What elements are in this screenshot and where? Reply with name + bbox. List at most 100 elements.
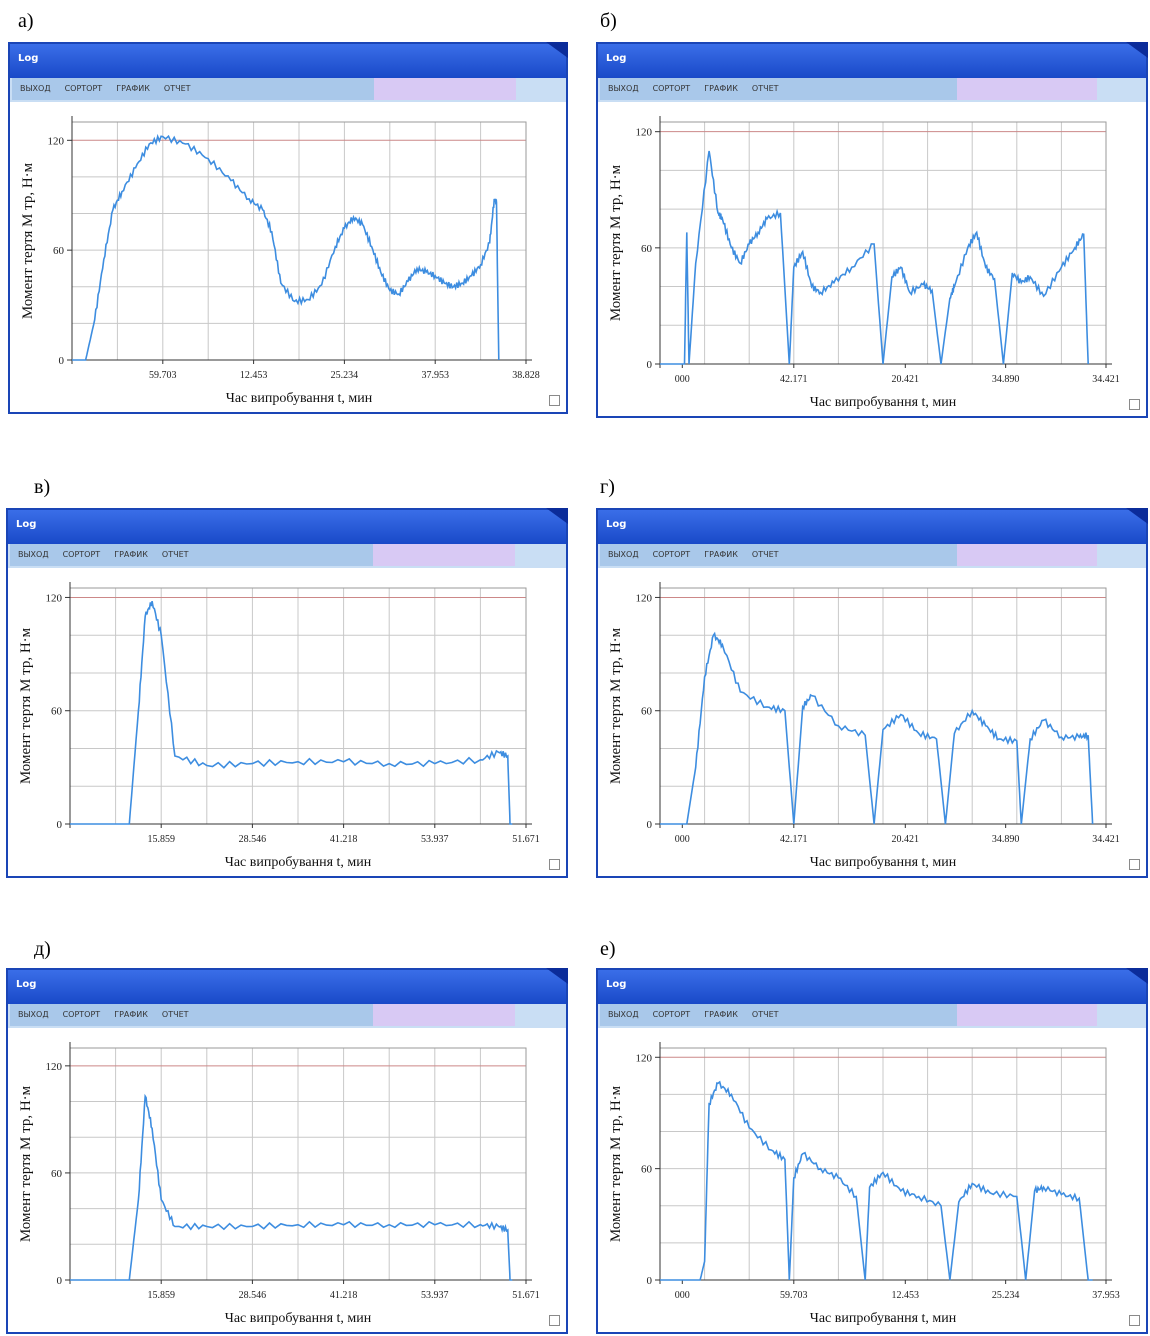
log-window: Log ВЫХОД СОРТОРТ ГРАФИК ОТЧЕТ 0 60 120 000 59.70…	[596, 968, 1148, 1334]
log-window: Log ВЫХОД СОРТОРТ ГРАФИК ОТЧЕТ 0 60 120 15.859 28…	[6, 508, 568, 878]
data-series-line	[70, 601, 513, 825]
menu-bar: ВЫХОД СОРТОРТ ГРАФИК ОТЧЕТ	[8, 1004, 566, 1028]
menu-item-2[interactable]: СОРТОРТ	[652, 550, 691, 559]
y-axis-label: Момент тертя M тр, Н·м	[608, 627, 624, 784]
menu-item-2[interactable]: СОРТОРТ	[62, 1010, 101, 1019]
y-tick-label: 120	[636, 1052, 653, 1064]
chart-svg: 0 60 120 000 42.171 20.421 34.890 34.421 Момент …	[608, 582, 1120, 870]
menu-item-3[interactable]: ГРАФИК	[116, 84, 150, 93]
data-series-line	[660, 150, 1089, 365]
menu-item-1[interactable]: ВЫХОД	[608, 1010, 639, 1019]
window-title: Log	[16, 519, 37, 530]
x-tick-label: 12.453	[892, 1290, 920, 1301]
resize-handle-icon[interactable]	[1129, 859, 1140, 870]
resize-handle-icon[interactable]	[549, 1315, 560, 1326]
window-titlebar[interactable]: Log	[598, 508, 1148, 544]
menu-bar-mid-panel	[373, 1004, 515, 1026]
log-window: Log ВЫХОД СОРТОРТ ГРАФИК ОТЧЕТ 0 60 120 000 42.17…	[596, 42, 1148, 418]
panel-label: г)	[600, 476, 615, 498]
x-tick-label: 42.171	[780, 834, 808, 845]
window-titlebar[interactable]: Log	[10, 42, 568, 78]
x-tick-label: 53.937	[421, 1290, 449, 1301]
menu-item-4[interactable]: ОТЧЕТ	[751, 1010, 779, 1019]
window-title: Log	[606, 979, 627, 990]
menu-item-3[interactable]: ГРАФИК	[114, 1010, 148, 1019]
menu-item-4[interactable]: ОТЧЕТ	[161, 1010, 189, 1019]
x-axis-label: Час випробування t, мин	[810, 395, 957, 410]
y-tick-label: 60	[53, 245, 65, 257]
menu-bar-left-panel	[600, 1004, 959, 1026]
menu-item-4[interactable]: ОТЧЕТ	[161, 550, 189, 559]
menu-bar: ВЫХОД СОРТОРТ ГРАФИК ОТЧЕТ	[8, 544, 566, 568]
x-tick-label: 28.546	[239, 834, 267, 845]
x-tick-label: 38.828	[512, 370, 540, 381]
x-tick-label: 15.859	[147, 1290, 175, 1301]
window-titlebar[interactable]: Log	[8, 968, 568, 1004]
x-tick-label: 51.671	[512, 834, 540, 845]
resize-handle-icon[interactable]	[549, 395, 560, 406]
x-axis-label: Час випробування t, мин	[225, 855, 372, 870]
x-tick-label: 20.421	[892, 834, 920, 845]
x-axis-label: Час випробування t, мин	[226, 391, 373, 406]
x-tick-label: 37.953	[421, 370, 449, 381]
menu-bar-left-panel	[12, 78, 376, 100]
x-tick-label: 34.890	[992, 374, 1020, 385]
x-axis-label: Час випробування t, мин	[810, 1311, 957, 1326]
menu-item-2[interactable]: СОРТОРТ	[64, 84, 103, 93]
resize-handle-icon[interactable]	[1129, 1315, 1140, 1326]
resize-handle-icon[interactable]	[549, 859, 560, 870]
x-tick-label: 34.890	[992, 834, 1020, 845]
menu-item-2[interactable]: СОРТОРТ	[652, 1010, 691, 1019]
menu-item-3[interactable]: ГРАФИК	[704, 84, 738, 93]
y-tick-label: 120	[46, 1061, 63, 1073]
x-tick-label: 59.703	[149, 370, 177, 381]
panel-label: в)	[34, 476, 51, 498]
menu-bar-mid-panel	[373, 544, 515, 566]
menu-item-4[interactable]: ОТЧЕТ	[163, 84, 191, 93]
data-series-line	[660, 1080, 1093, 1281]
menu-bar-mid-panel	[374, 78, 516, 100]
menu-item-1[interactable]: ВЫХОД	[18, 1010, 49, 1019]
title-corner-icon	[1126, 508, 1148, 524]
menu-item-3[interactable]: ГРАФИК	[114, 550, 148, 559]
window-titlebar[interactable]: Log	[8, 508, 568, 544]
y-tick-label: 120	[636, 127, 653, 139]
x-tick-label: 59.703	[780, 1290, 808, 1301]
menu-item-1[interactable]: ВЫХОД	[18, 550, 49, 559]
menu-item-1[interactable]: ВЫХОД	[608, 84, 639, 93]
log-window: Log ВЫХОД СОРТОРТ ГРАФИК ОТЧЕТ 0 60 120 59.703 12…	[8, 42, 568, 414]
y-tick-label: 60	[641, 706, 653, 718]
menu-bar-mid-panel	[957, 78, 1097, 100]
resize-handle-icon[interactable]	[1129, 399, 1140, 410]
x-tick-label: 25.234	[331, 370, 359, 381]
menu-item-3[interactable]: ГРАФИК	[704, 1010, 738, 1019]
menu-item-4[interactable]: ОТЧЕТ	[751, 550, 779, 559]
x-tick-label: 25.234	[992, 1290, 1020, 1301]
title-corner-icon	[546, 42, 568, 58]
y-tick-label: 0	[647, 1275, 653, 1287]
menu-item-2[interactable]: СОРТОРТ	[62, 550, 101, 559]
menu-bar-left-panel	[10, 544, 375, 566]
menu-item-1[interactable]: ВЫХОД	[608, 550, 639, 559]
menu-item-1[interactable]: ВЫХОД	[20, 84, 51, 93]
window-titlebar[interactable]: Log	[598, 968, 1148, 1004]
log-window: Log ВЫХОД СОРТОРТ ГРАФИК ОТЧЕТ 0 60 120 15.859 28…	[6, 968, 568, 1334]
menu-bar-left-panel	[600, 544, 959, 566]
y-tick-label: 0	[57, 1275, 63, 1287]
menu-item-2[interactable]: СОРТОРТ	[652, 84, 691, 93]
x-tick-label: 000	[675, 1290, 690, 1301]
menu-item-3[interactable]: ГРАФИК	[704, 550, 738, 559]
window-title: Log	[606, 519, 627, 530]
data-series-line	[70, 1093, 513, 1281]
y-axis-label: Момент тертя M тр, Н·м	[18, 1085, 34, 1242]
menu-bar-left-panel	[10, 1004, 375, 1026]
x-tick-label: 51.671	[512, 1290, 540, 1301]
window-title: Log	[18, 53, 39, 64]
menu-bar: ВЫХОД СОРТОРТ ГРАФИК ОТЧЕТ	[10, 78, 566, 102]
y-tick-label: 120	[636, 592, 653, 604]
panel-label: б)	[600, 10, 617, 32]
window-titlebar[interactable]: Log	[598, 42, 1148, 78]
menu-bar: ВЫХОД СОРТОРТ ГРАФИК ОТЧЕТ	[598, 544, 1146, 568]
y-tick-label: 60	[51, 706, 63, 718]
menu-item-4[interactable]: ОТЧЕТ	[751, 84, 779, 93]
